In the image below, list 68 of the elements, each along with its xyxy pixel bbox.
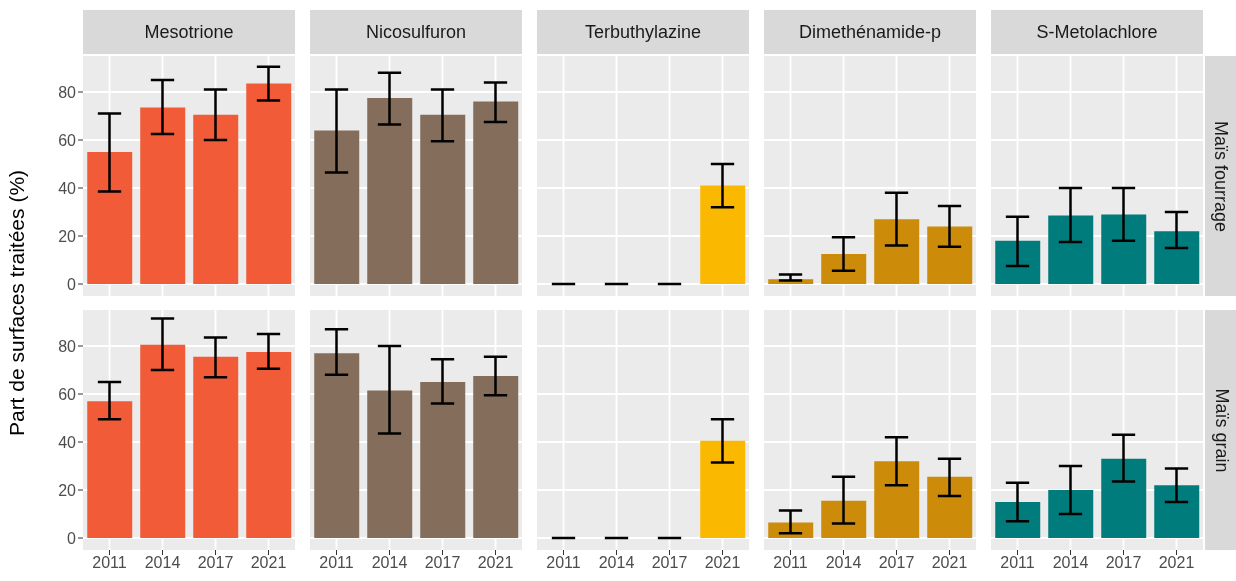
x-tick-label: 2017	[878, 554, 915, 572]
chart-title: Dimethénamide-p	[764, 10, 976, 54]
x-tick-label: 2017	[424, 554, 461, 572]
x-tick-label: 2017	[651, 554, 688, 572]
bar	[246, 352, 292, 538]
x-tick-label: 2011	[773, 554, 808, 572]
bar	[821, 500, 867, 538]
bar	[87, 401, 133, 538]
x-tick-label: 2021	[477, 554, 514, 572]
x-tick-label: 2021	[931, 554, 968, 572]
x-tick-label: 2021	[250, 554, 287, 572]
y-tick-label: 60	[58, 385, 77, 403]
chart-title: Terbuthylazine	[537, 10, 749, 54]
bar	[1048, 215, 1094, 284]
bar	[995, 502, 1041, 538]
bar	[1154, 231, 1200, 284]
x-tick-label: 2021	[704, 554, 741, 572]
bar	[367, 98, 413, 284]
bar	[314, 353, 360, 538]
x-tick-label: 2014	[598, 554, 635, 572]
x-tick-label: 2011	[546, 554, 581, 572]
bar	[87, 152, 133, 284]
x-tick-label: 2021	[1158, 554, 1195, 572]
x-tick-label: 2011	[1000, 554, 1035, 572]
y-tick-label: 80	[58, 83, 77, 101]
chart-title: S-Metolachlore	[991, 10, 1203, 54]
bar	[140, 344, 186, 538]
bar	[1154, 485, 1200, 538]
bar	[1048, 490, 1094, 538]
bar	[473, 101, 519, 284]
bar	[473, 376, 519, 538]
bar	[1101, 214, 1147, 284]
bar	[420, 114, 466, 284]
bar	[246, 83, 292, 284]
x-tick-label: 2014	[1052, 554, 1089, 572]
bar	[927, 476, 973, 538]
bar	[193, 114, 239, 284]
y-tick-label: 80	[58, 337, 77, 355]
y-tick-label: 60	[58, 131, 77, 149]
x-tick-label: 2017	[1105, 554, 1142, 572]
bar	[314, 130, 360, 284]
bar	[821, 254, 867, 284]
x-tick-label: 2014	[144, 554, 181, 572]
x-tick-label: 2011	[319, 554, 354, 572]
chart-title: Mesotrione	[83, 10, 295, 54]
y-tick-label: 40	[58, 179, 77, 197]
y-tick-label: 20	[58, 481, 77, 499]
y-axis-title: Part de surfaces traitées (%)	[5, 169, 29, 437]
x-tick-label: 2014	[825, 554, 862, 572]
y-tick-label: 0	[67, 275, 77, 293]
bar	[367, 390, 413, 538]
chart-title: Nicosulfuron	[310, 10, 522, 54]
y2-axis-title: Maïs grain	[1210, 387, 1232, 473]
bar	[995, 240, 1041, 284]
bar	[874, 219, 920, 284]
bar	[927, 226, 973, 284]
y-tick-label: 20	[58, 227, 77, 245]
x-tick-label: 2017	[197, 554, 234, 572]
bar	[1101, 458, 1147, 538]
y-tick-label: 40	[58, 433, 77, 451]
bar	[140, 107, 186, 284]
x-tick-label: 2011	[92, 554, 127, 572]
bar	[420, 382, 466, 538]
bar	[193, 356, 239, 538]
y-tick-label: 0	[67, 529, 77, 547]
y2-axis-title: Maïs fourrage	[1210, 120, 1232, 232]
x-tick-label: 2014	[371, 554, 408, 572]
bar	[874, 461, 920, 538]
